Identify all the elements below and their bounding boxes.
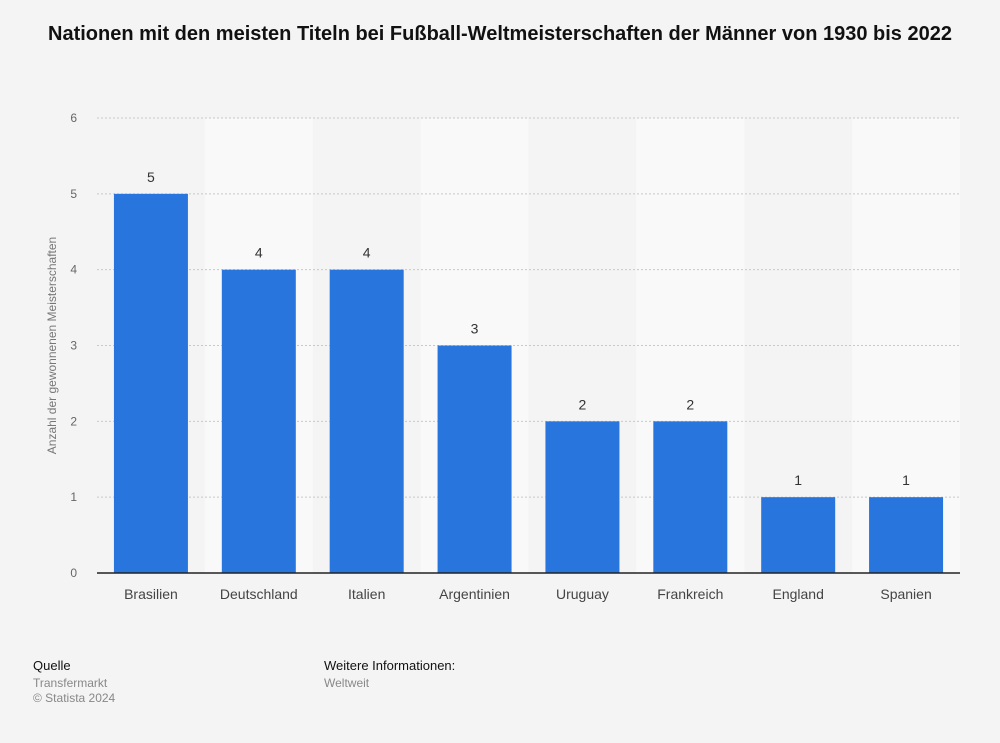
x-tick-label: Uruguay: [556, 586, 609, 602]
y-tick-label: 4: [70, 263, 77, 277]
x-tick-label: Spanien: [880, 586, 931, 602]
bar: [869, 497, 944, 573]
x-tick-label: Brasilien: [124, 586, 178, 602]
y-tick-label: 0: [70, 566, 77, 580]
data-label: 5: [147, 169, 155, 185]
data-label: 3: [471, 321, 479, 337]
y-tick-label: 1: [70, 490, 77, 504]
source-heading: Quelle: [33, 658, 71, 673]
y-tick-label: 2: [70, 414, 77, 428]
bar: [761, 497, 836, 573]
bar: [545, 421, 620, 573]
info-heading: Weitere Informationen:: [324, 658, 456, 673]
y-tick-label: 3: [70, 339, 77, 353]
y-tick-label: 5: [70, 187, 77, 201]
data-label: 2: [579, 396, 587, 412]
bar: [221, 269, 296, 573]
x-tick-label: Argentinien: [439, 586, 510, 602]
data-label: 2: [686, 396, 694, 412]
info-line-1: Weltweit: [324, 676, 370, 690]
bar: [653, 421, 728, 573]
x-tick-label: England: [772, 586, 823, 602]
chart-title: Nationen mit den meisten Titeln bei Fußb…: [48, 23, 952, 45]
y-axis-label: Anzahl der gewonnenen Meisterschaften: [45, 237, 59, 454]
x-tick-label: Deutschland: [220, 586, 298, 602]
data-label: 4: [363, 245, 371, 261]
data-label: 1: [902, 472, 910, 488]
bar: [329, 269, 404, 573]
x-tick-label: Frankreich: [657, 586, 723, 602]
data-label: 1: [794, 472, 802, 488]
source-line-2: © Statista 2024: [33, 691, 116, 705]
bar: [113, 193, 188, 574]
bar: [437, 345, 512, 573]
y-tick-label: 6: [70, 111, 77, 125]
data-label: 4: [255, 245, 263, 261]
x-tick-label: Italien: [348, 586, 385, 602]
source-line-1: Transfermarkt: [33, 676, 108, 690]
